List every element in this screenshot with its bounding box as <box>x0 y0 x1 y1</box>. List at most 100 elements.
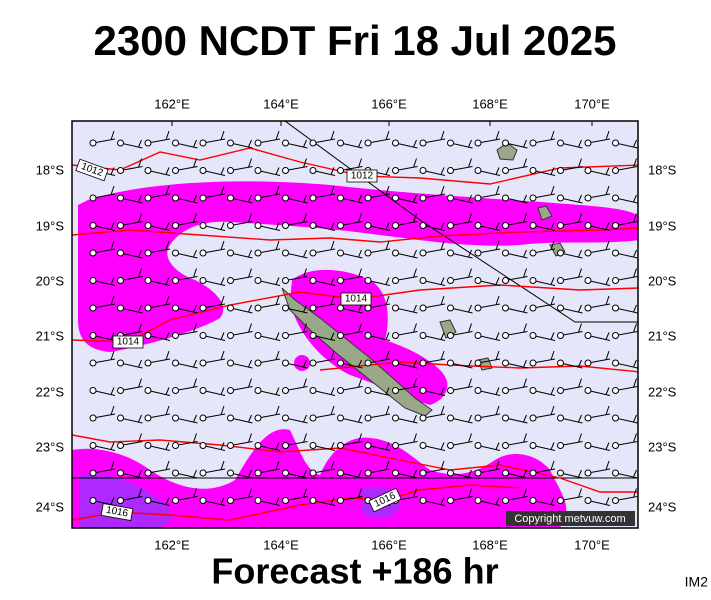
barb-flag <box>248 249 252 258</box>
barb-flag <box>413 304 417 313</box>
lat-label-right: 22°S <box>648 384 677 399</box>
barb-flag <box>220 442 225 450</box>
barb-flag <box>358 469 362 478</box>
barb-flag <box>193 139 197 148</box>
barb-shaft <box>395 142 418 149</box>
station <box>144 497 152 504</box>
station <box>612 497 619 504</box>
barb-flag <box>303 249 307 258</box>
station <box>364 442 372 449</box>
barb-flag <box>138 323 142 333</box>
station <box>584 167 592 174</box>
station <box>364 249 372 257</box>
barb-flag <box>633 359 637 368</box>
lon-label-top: 164°E <box>263 96 299 111</box>
station <box>392 359 399 367</box>
station <box>199 194 207 202</box>
station <box>227 139 234 147</box>
station <box>117 304 124 312</box>
barb-flag <box>523 158 527 168</box>
station <box>282 497 289 504</box>
barb-shaft <box>285 197 308 204</box>
station <box>529 469 537 477</box>
barb-shaft <box>257 280 281 286</box>
station <box>89 469 97 477</box>
barb-flag <box>220 167 225 175</box>
station <box>199 497 207 504</box>
barb-flag <box>138 359 142 368</box>
station <box>392 332 399 339</box>
lat-label-right: 18°S <box>648 162 677 177</box>
barb-flag <box>468 268 472 278</box>
barb-flag <box>468 304 472 313</box>
station <box>117 469 124 477</box>
barb-flag <box>193 268 197 278</box>
barb-flag <box>193 158 197 168</box>
barb-shaft <box>175 417 198 424</box>
barb-shaft <box>202 280 226 286</box>
station <box>172 249 179 257</box>
station <box>612 387 619 394</box>
isobar-label-text: 1014 <box>345 294 368 305</box>
barb-flag <box>385 277 390 285</box>
barb-shaft <box>367 225 391 231</box>
station <box>529 497 537 504</box>
barb-flag <box>193 249 197 258</box>
barb-flag <box>468 359 472 368</box>
barb-shaft <box>230 142 253 149</box>
barb-flag <box>468 488 472 498</box>
barb-flag <box>330 130 335 140</box>
barb-shaft <box>175 197 198 204</box>
station <box>584 222 592 229</box>
station <box>502 414 509 422</box>
station <box>392 249 399 257</box>
barb-flag <box>578 249 582 258</box>
barb-flag <box>248 213 252 223</box>
station <box>447 332 454 339</box>
isobar-label: 1014 <box>340 292 372 306</box>
lat-label-right: 24°S <box>648 499 677 514</box>
barb-shaft <box>450 472 473 479</box>
station <box>227 277 234 284</box>
barb-flag <box>440 460 445 470</box>
station <box>89 359 97 367</box>
barb-flag <box>523 249 527 258</box>
barb-flag <box>550 240 555 250</box>
barb-shaft <box>422 225 446 231</box>
station <box>282 222 289 229</box>
barb-flag <box>385 130 390 140</box>
station <box>612 249 619 257</box>
station <box>254 414 262 422</box>
station <box>227 304 234 312</box>
lat-label-right: 21°S <box>648 328 677 343</box>
barb-flag <box>330 460 335 470</box>
barb-shaft <box>312 445 336 451</box>
barb-flag <box>110 497 115 505</box>
station <box>474 387 482 394</box>
barb-shaft <box>257 500 281 506</box>
barb-flag <box>578 194 582 203</box>
barb-flag <box>358 359 362 368</box>
station <box>364 222 372 229</box>
barb-shaft <box>560 362 583 369</box>
isobar-label-box <box>112 335 144 349</box>
barb-shaft <box>450 142 473 149</box>
barb-flag <box>578 469 582 478</box>
barb-flag <box>220 387 225 395</box>
station <box>364 414 372 422</box>
barb-shaft <box>395 252 418 259</box>
barb-flag <box>633 433 637 443</box>
barb-flag <box>303 213 307 223</box>
barb-flag <box>275 130 280 140</box>
barb-flag <box>138 469 142 478</box>
barb-flag <box>220 130 225 140</box>
barb-flag <box>303 414 307 423</box>
lon-label-bottom: 164°E <box>263 537 299 552</box>
barb-flag <box>303 158 307 168</box>
station <box>282 442 289 449</box>
station <box>419 497 427 504</box>
barb-flag <box>138 378 142 388</box>
barb-shaft <box>477 390 501 396</box>
station <box>89 194 97 202</box>
station <box>89 277 97 284</box>
